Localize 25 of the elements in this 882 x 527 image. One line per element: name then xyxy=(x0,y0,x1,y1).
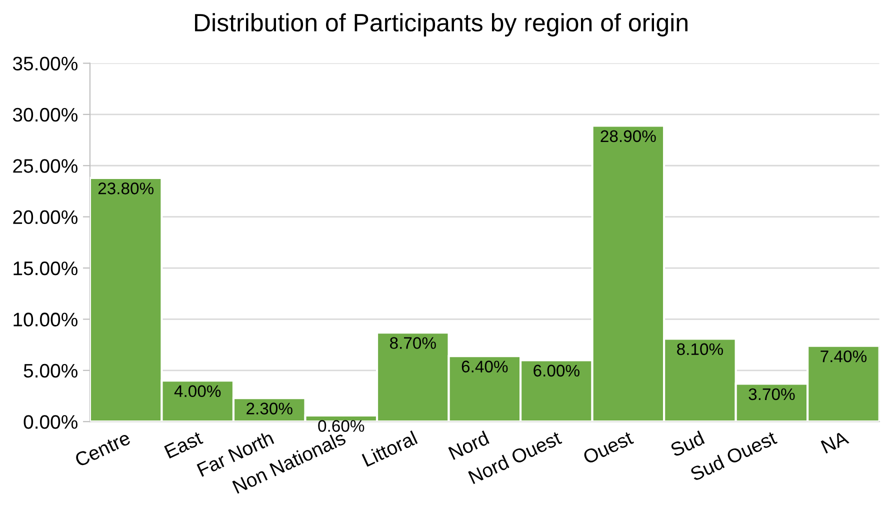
data-label: 6.40% xyxy=(462,360,508,372)
chart-title: Distribution of Participants by region of origin xyxy=(195,13,688,36)
data-label: 4.00% xyxy=(174,385,221,398)
x-tick-label: East xyxy=(164,430,204,459)
data-label: 2.30% xyxy=(246,402,292,414)
data-label: 8.10% xyxy=(677,343,723,356)
data-label: 23.80% xyxy=(98,182,154,194)
x-tick-label: Centre xyxy=(74,430,132,468)
data-label: 6.00% xyxy=(534,364,580,377)
data-label: 7.40% xyxy=(820,350,867,362)
y-tick-label: 30.00% xyxy=(12,108,78,122)
y-tick-label: 0.00% xyxy=(24,415,78,429)
y-tick-label: 20.00% xyxy=(13,210,78,224)
y-tick-label: 25.00% xyxy=(13,159,78,173)
y-tick-label: 15.00% xyxy=(14,261,78,276)
y-tick-label: 35.00% xyxy=(12,56,78,70)
x-tick-label: NA xyxy=(820,430,850,454)
data-label: 28.90% xyxy=(600,130,656,142)
y-tick-label: 10.00% xyxy=(14,312,78,326)
data-label: 8.70% xyxy=(390,337,436,349)
data-label: 0.60% xyxy=(318,420,364,432)
y-tick-label: 5.00% xyxy=(24,364,78,378)
x-tick-label: Ouest xyxy=(582,430,634,464)
x-tick-label: Sud xyxy=(669,430,705,458)
data-label: 3.70% xyxy=(748,388,795,400)
